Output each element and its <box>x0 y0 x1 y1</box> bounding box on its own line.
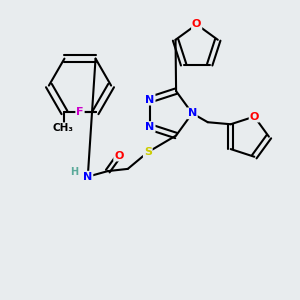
Text: H: H <box>70 167 79 177</box>
Text: N: N <box>146 122 154 132</box>
Text: N: N <box>188 108 197 118</box>
Text: S: S <box>144 147 152 157</box>
Text: F: F <box>76 107 84 118</box>
Text: N: N <box>146 94 154 105</box>
Text: O: O <box>192 20 201 29</box>
Text: O: O <box>250 112 259 122</box>
Text: O: O <box>114 151 124 160</box>
Text: CH₃: CH₃ <box>53 123 74 133</box>
Text: N: N <box>83 172 92 182</box>
